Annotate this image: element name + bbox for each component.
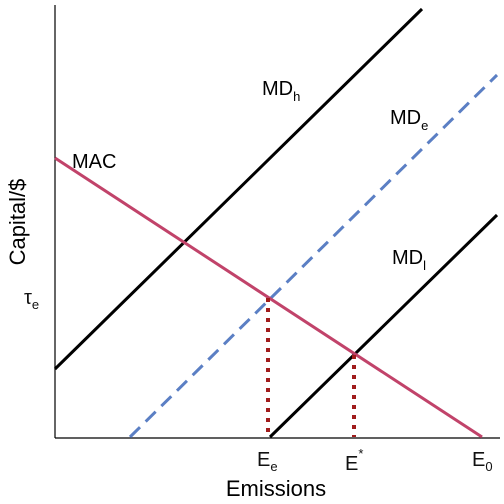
md-h-label: MDh [262,78,300,104]
md-l-label: MDl [392,247,426,273]
e0-tick-label: E0 [472,449,493,474]
y-axis-title: Capital/$ [5,179,30,266]
tau-e-tick-label: τe [24,287,39,312]
md-h-curve [53,7,424,371]
x-axis-title: Emissions [226,476,326,501]
md-e-label: MDe [390,107,428,133]
md-e-curve [128,73,499,439]
mac-curve [54,156,483,439]
md-l-curve [268,213,499,439]
ee-tick-label: Ee [257,449,278,474]
mac-label: MAC [72,151,116,173]
estar-tick-label: E* [345,446,363,475]
